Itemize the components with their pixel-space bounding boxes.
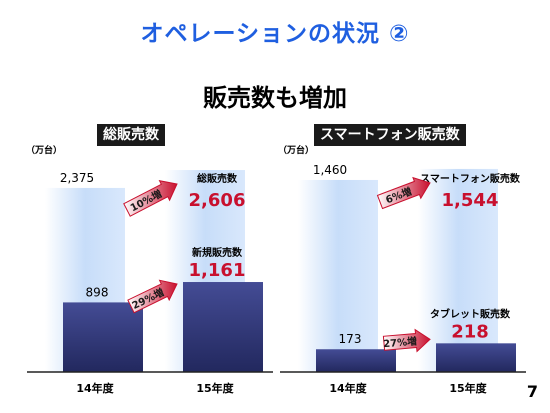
- growth-arrow-1-sub-label: 27%増: [383, 334, 418, 350]
- series-label-0-sub: 新規販売数: [192, 246, 243, 259]
- category-label-0-0: 14年度: [76, 381, 114, 395]
- category-label-1-0: 14年度: [329, 381, 367, 395]
- page-subtitle: 販売数も増加: [203, 84, 347, 112]
- value-label-1-total-0: 1,460: [313, 163, 347, 177]
- series-label-0-total: 総販売数: [197, 172, 238, 185]
- value-label-1-sub-0: 173: [339, 332, 362, 346]
- bar-1-sub-0: [316, 349, 396, 372]
- bar-1-sub-1: [436, 343, 516, 372]
- growth-arrow-1-total: [376, 176, 431, 210]
- series-label-1-sub: タブレット販売数: [430, 307, 511, 320]
- unit-label-smartphone: （万台）: [278, 146, 315, 156]
- unit-label-total: （万台）: [26, 146, 63, 156]
- value-label-1-sub-1: 218: [451, 321, 489, 342]
- value-label-0-total-1: 2,606: [189, 190, 246, 211]
- value-label-0-sub-1: 1,161: [189, 260, 246, 281]
- value-label-0-sub-0: 898: [86, 285, 109, 299]
- value-label-0-total-0: 2,375: [60, 171, 94, 185]
- category-label-1-1: 15年度: [449, 381, 487, 395]
- bar-0-sub-1: [183, 282, 263, 372]
- bar-1-total-1: [418, 168, 498, 372]
- value-label-1-total-1: 1,544: [442, 190, 499, 211]
- page-title: オペレーションの状況 ②: [140, 21, 410, 47]
- bar-0-sub-0: [63, 302, 143, 372]
- panel-title-total: 総販売数: [97, 124, 165, 146]
- category-label-0-1: 15年度: [196, 381, 234, 395]
- page-number: 7: [526, 382, 538, 401]
- panel-title-smartphone: スマートフォン販売数: [314, 124, 466, 146]
- growth-arrow-1-sub: [382, 328, 431, 353]
- series-label-1-total: スマートフォン販売数: [420, 172, 521, 185]
- bar-1-total-0: [298, 179, 378, 372]
- growth-arrow-0-total: [123, 180, 178, 217]
- growth-arrow-0-sub: [127, 279, 178, 314]
